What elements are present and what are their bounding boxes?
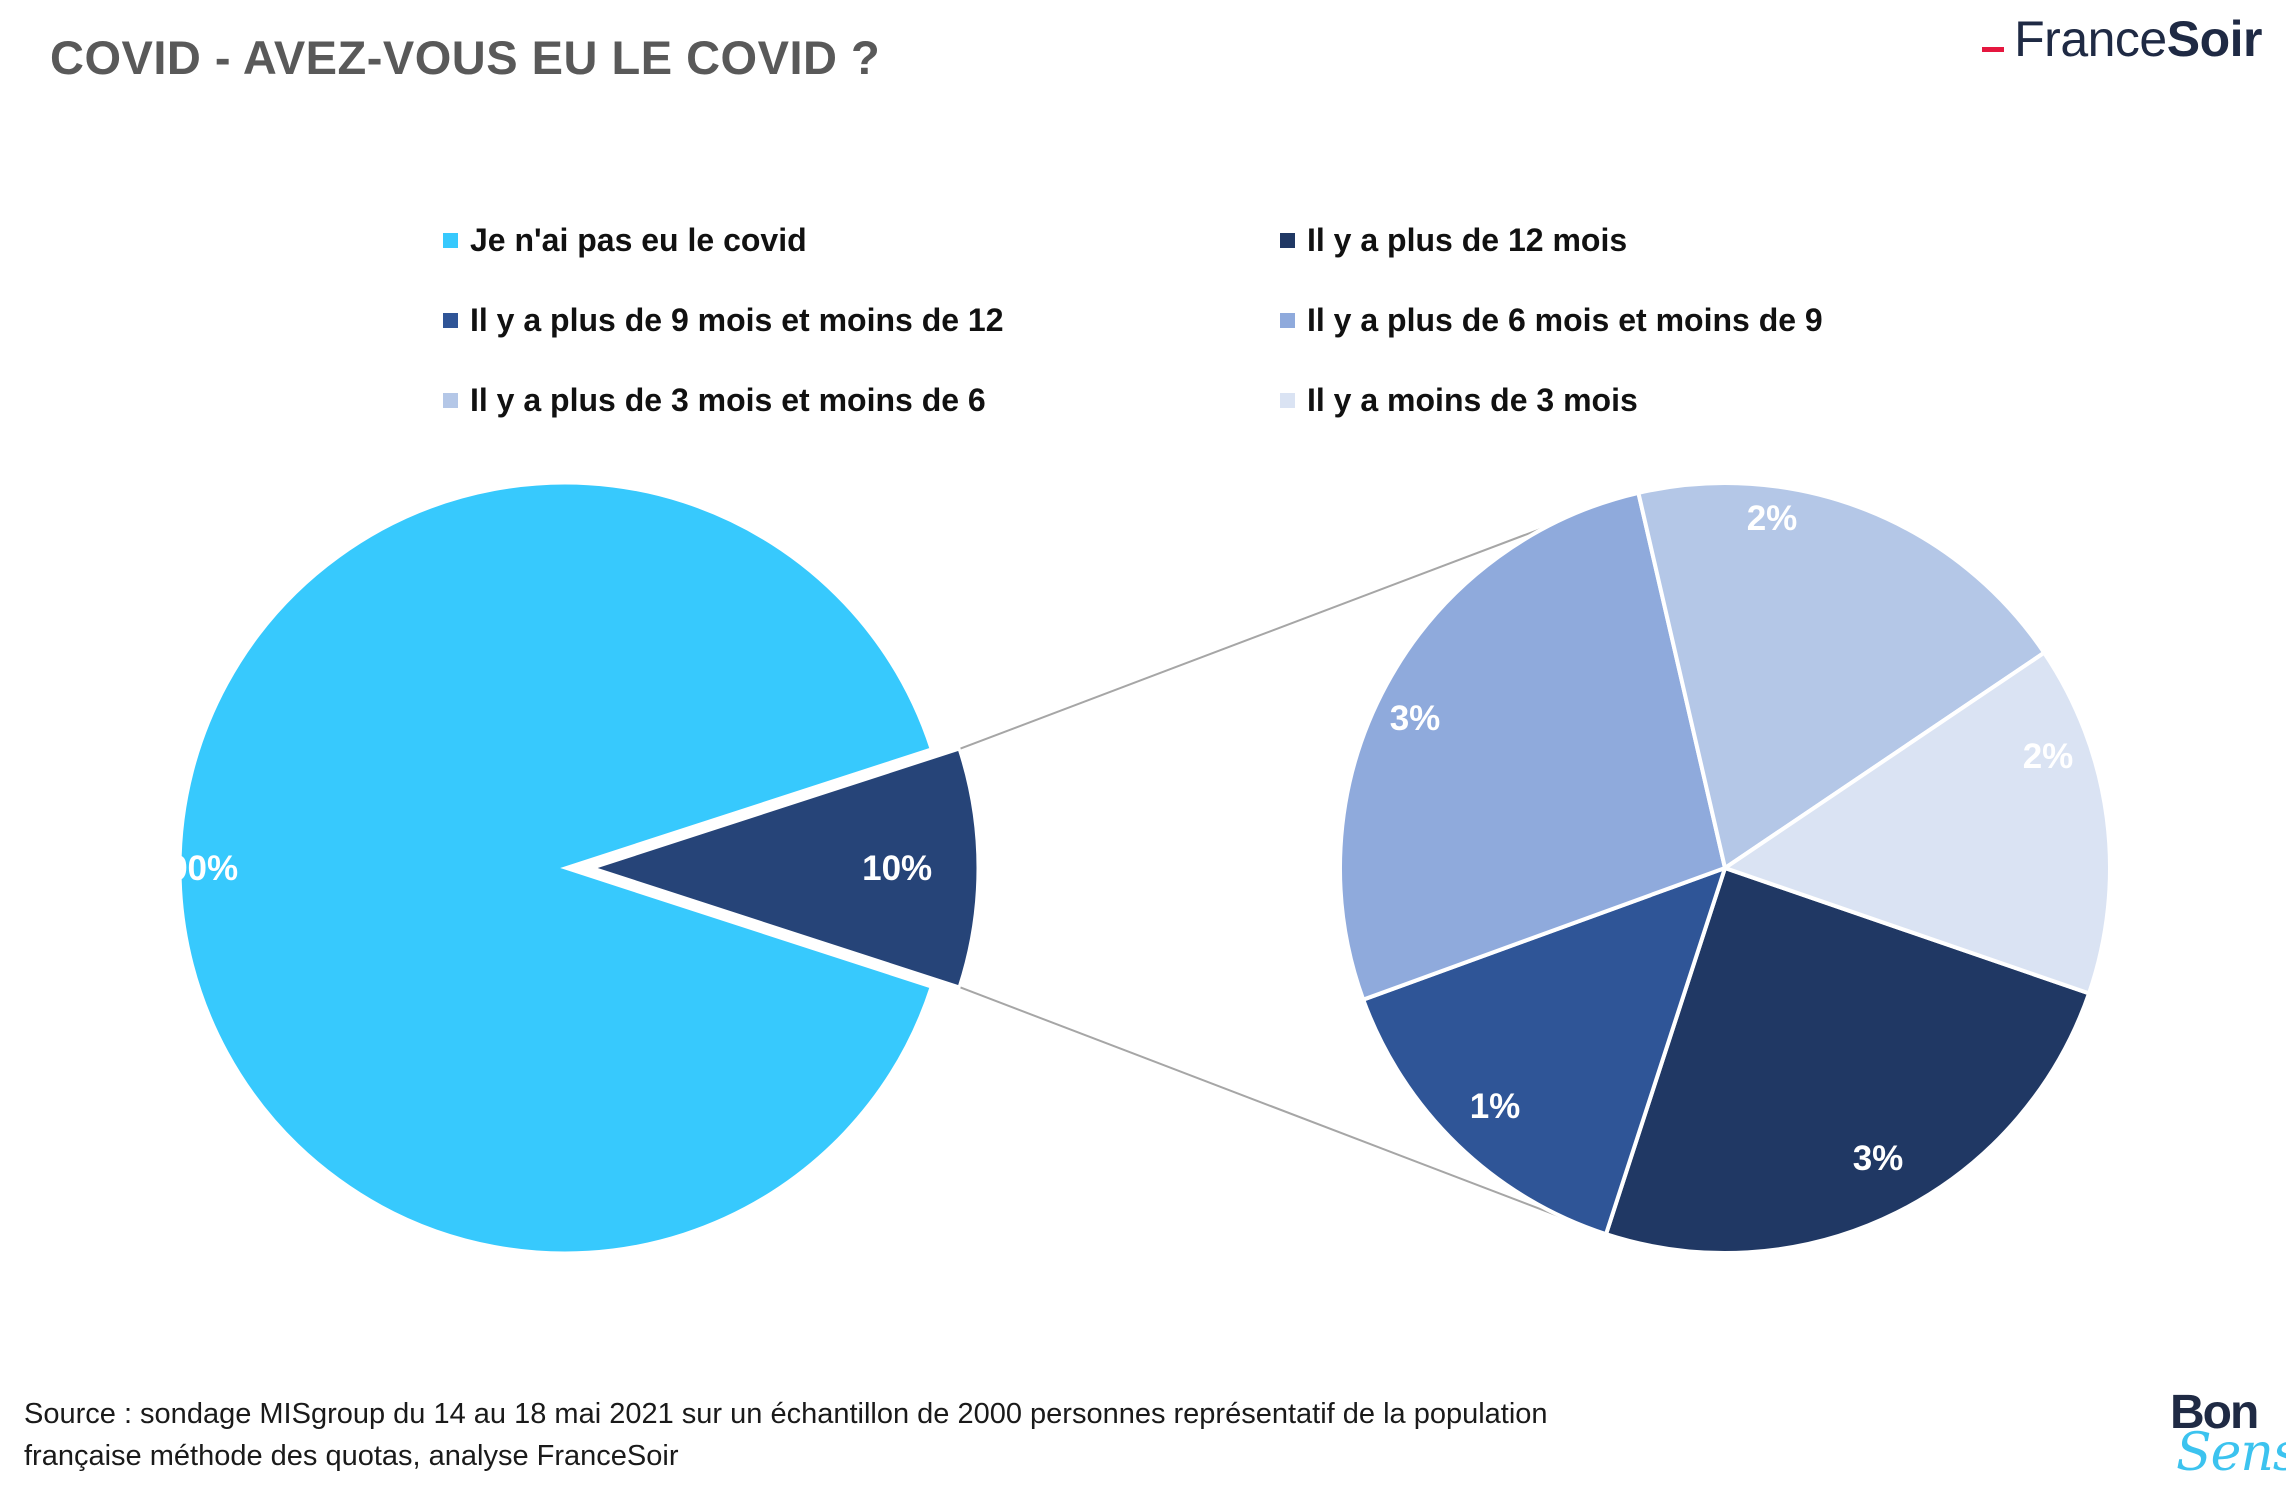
chart-title: COVID - AVEZ-VOUS EU LE COVID ? <box>50 31 881 84</box>
source-line-1: Source : sondage MISgroup du 14 au 18 ma… <box>24 1398 1548 1430</box>
legend-label: Il y a plus de 12 mois <box>1307 222 1628 258</box>
pie1-slice-not-had-covid <box>178 481 934 1255</box>
brand-word-france: France <box>2014 11 2167 67</box>
legend-label: Il y a moins de 3 mois <box>1307 382 1638 418</box>
legend-item-less-than-3-months: Il y a moins de 3 mois <box>1280 382 1638 419</box>
pie1-slice-had-covid <box>588 747 980 989</box>
pie2-data-label: 3% <box>1853 1139 1904 1178</box>
legend-item-3-to-6-months: Il y a plus de 3 mois et moins de 6 <box>443 382 986 419</box>
bonsens-logo-word1: Bon <box>2170 1386 2259 1439</box>
legend-swatch <box>1280 393 1295 408</box>
legend-swatch <box>1280 233 1295 248</box>
legend-swatch <box>443 233 458 248</box>
pie2-slice-3-to-6-months <box>1635 481 2047 872</box>
source-line-2: française méthode des quotas, analyse Fr… <box>24 1440 679 1472</box>
legend-label: Il y a plus de 6 mois et moins de 9 <box>1307 302 1823 338</box>
legend-item-more-than-12-months: Il y a plus de 12 mois <box>1280 222 1627 259</box>
legend-label: Je n'ai pas eu le covid <box>470 222 807 258</box>
brand-accent-bar <box>1982 47 2005 52</box>
connector-line-top <box>958 493 1633 750</box>
pie2-data-label: 1% <box>1470 1087 1521 1126</box>
pie2-slice-less-than-3-months <box>1720 649 2112 996</box>
legend-label: Il y a plus de 9 mois et moins de 12 <box>470 302 1004 338</box>
connector-line-bottom <box>958 986 1607 1236</box>
legend-item-6-to-9-months: Il y a plus de 6 mois et moins de 9 <box>1280 302 1823 339</box>
legend-swatch <box>443 393 458 408</box>
pie1-data-label: 10% <box>862 849 932 888</box>
legend-swatch <box>443 313 458 328</box>
francesoir-logo: France Soir <box>1982 10 2263 70</box>
pie1-data-label: 90% <box>168 849 238 888</box>
pie2-data-label: 2% <box>1747 499 1798 538</box>
source-note: Source : sondage MISgroup du 14 au 18 ma… <box>24 1393 1824 1477</box>
legend-item-9-to-12-months: Il y a plus de 9 mois et moins de 12 <box>443 302 1004 339</box>
bonsens-logo-word2: Sens <box>2176 1423 2286 1483</box>
legend-item-not-had-covid: Je n'ai pas eu le covid <box>443 222 807 259</box>
pie2-slice-9-to-12-months <box>1360 864 1729 1237</box>
legend-label: Il y a plus de 3 mois et moins de 6 <box>470 382 986 418</box>
brand-word-soir: Soir <box>2166 11 2263 67</box>
bonsens-logo: Bon Sens <box>2170 1385 2286 1485</box>
pie2-slice-6-to-9-months <box>1338 490 1728 1003</box>
pie2-data-label: 2% <box>2023 737 2074 776</box>
pie2-data-label: 3% <box>1390 699 1441 738</box>
pie2-slice-more-than-12-months <box>1603 865 2092 1255</box>
legend-swatch <box>1280 313 1295 328</box>
